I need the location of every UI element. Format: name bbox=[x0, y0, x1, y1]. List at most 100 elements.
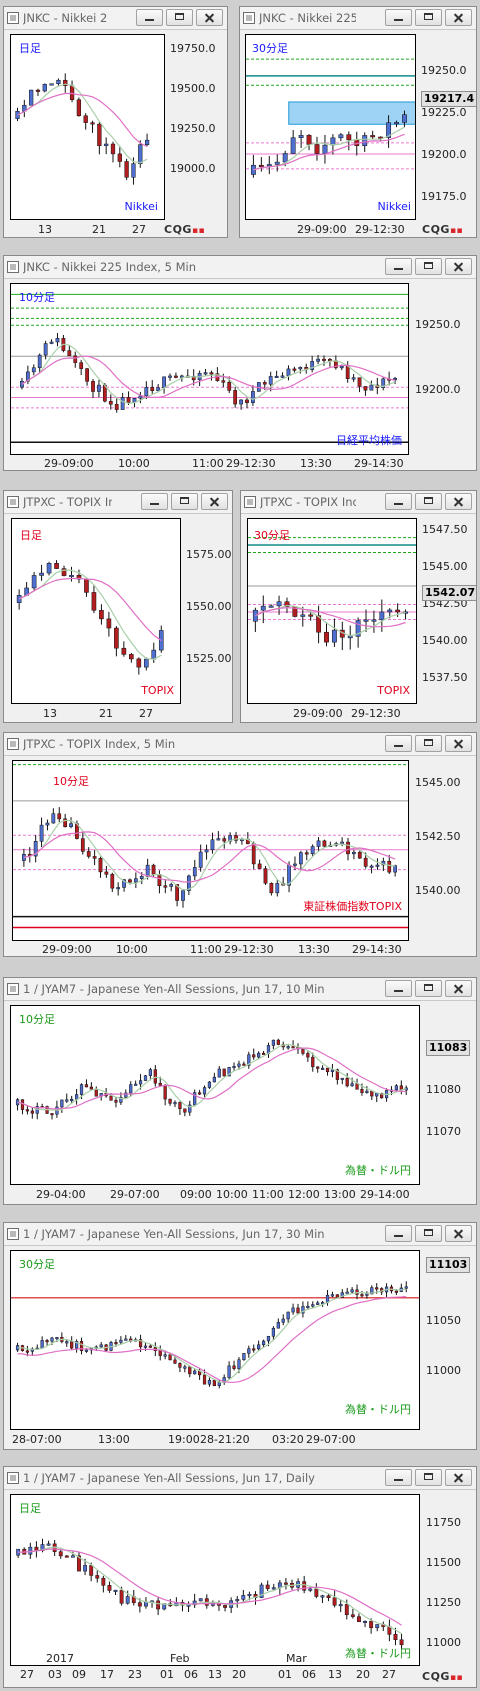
chart-plot[interactable]: 10分足 東証株価指数TOPIX bbox=[12, 760, 409, 941]
chart-plot[interactable]: 日足 TOPIX bbox=[11, 518, 181, 704]
time-tick: 27 bbox=[139, 707, 153, 720]
close-button[interactable] bbox=[445, 9, 472, 26]
price-tick: 1547.50 bbox=[422, 523, 468, 536]
window-topix-daily[interactable]: JTPXC - TOPIX In... 日足 TOPIX 1575.00 155… bbox=[3, 490, 233, 723]
price-axis[interactable]: 1545.00 1542.50 1540.00 bbox=[415, 760, 475, 941]
maximize-button[interactable] bbox=[415, 1469, 442, 1486]
time-axis[interactable]: 29-09:00 29-12:30 bbox=[245, 221, 416, 237]
title-bar[interactable]: JNKC - Nikkei 225 ... bbox=[240, 7, 476, 30]
price-axis[interactable]: 19750.0 19500.0 19250.0 19000.0 bbox=[170, 34, 227, 220]
minimize-button[interactable] bbox=[385, 1225, 412, 1242]
time-axis[interactable]: 13 21 27 bbox=[11, 705, 181, 721]
time-axis[interactable]: 29-04:00 29-07:00 09:00 10:00 11:00 12:0… bbox=[10, 1186, 420, 1202]
minimize-button[interactable] bbox=[385, 493, 412, 510]
candle-body bbox=[198, 1598, 203, 1602]
title-bar[interactable]: JNKC - Nikkei 2... bbox=[4, 7, 227, 30]
candle-body bbox=[375, 1624, 380, 1629]
title-bar[interactable]: 1 / JYAM7 - Japanese Yen-All Sessions, J… bbox=[4, 1467, 476, 1490]
price-axis[interactable]: 11050 11000 bbox=[426, 1250, 476, 1430]
maximize-button[interactable] bbox=[171, 493, 198, 510]
window-yen-10min[interactable]: 1 / JYAM7 - Japanese Yen-All Sessions, J… bbox=[3, 977, 477, 1205]
price-tick: 11500 bbox=[426, 1556, 461, 1569]
candle-body bbox=[193, 1092, 197, 1106]
time-axis[interactable]: 28-07:00 13:00 19:00 28-21:20 03:20 29-0… bbox=[10, 1431, 420, 1447]
time-axis[interactable]: 13 21 27 bbox=[10, 221, 165, 237]
minimize-button[interactable] bbox=[141, 493, 168, 510]
close-button[interactable] bbox=[445, 1469, 472, 1486]
candle-body bbox=[99, 610, 104, 620]
time-tick: 17 bbox=[100, 1668, 114, 1681]
maximize-button[interactable] bbox=[415, 258, 442, 275]
close-button[interactable] bbox=[445, 735, 472, 752]
title-bar[interactable]: JTPXC - TOPIX Index, 5 Min bbox=[4, 733, 476, 756]
maximize-button[interactable] bbox=[415, 1225, 442, 1242]
price-axis[interactable]: 1575.00 1550.00 1525.00 bbox=[186, 518, 232, 704]
candle-body bbox=[365, 1293, 369, 1296]
price-tick: 19500.0 bbox=[170, 82, 216, 95]
minimize-button[interactable] bbox=[385, 735, 412, 752]
time-axis[interactable]: 29-09:00 10:00 11:00 29-12:30 13:30 29-1… bbox=[12, 941, 409, 956]
time-tick: 29-14:30 bbox=[352, 943, 402, 956]
maximize-button[interactable] bbox=[166, 9, 193, 26]
title-bar[interactable]: 1 / JYAM7 - Japanese Yen-All Sessions, J… bbox=[4, 1223, 476, 1246]
title-bar[interactable]: JNKC - Nikkei 225 Index, 5 Min bbox=[4, 256, 476, 279]
time-tick: 11:00 bbox=[192, 457, 224, 470]
close-button[interactable] bbox=[445, 258, 472, 275]
window-yen-daily[interactable]: 1 / JYAM7 - Japanese Yen-All Sessions, J… bbox=[3, 1466, 477, 1688]
minimize-button[interactable] bbox=[385, 1469, 412, 1486]
close-button[interactable] bbox=[196, 9, 223, 26]
candle-body bbox=[113, 1589, 118, 1592]
price-axis[interactable]: 11750 11500 11250 11000 bbox=[426, 1494, 476, 1666]
price-axis[interactable]: 19250.0 19200.0 bbox=[415, 283, 475, 455]
candle-body bbox=[399, 1639, 404, 1646]
title-bar[interactable]: 1 / JYAM7 - Japanese Yen-All Sessions, J… bbox=[4, 978, 476, 1001]
chart-plot[interactable]: 30分足 TOPIX bbox=[247, 518, 417, 704]
time-axis[interactable]: 2017 27 03 09 17 23 Feb 01 06 13 20 Mar … bbox=[10, 1652, 420, 1682]
moving-average-slow bbox=[18, 577, 162, 642]
close-button[interactable] bbox=[445, 493, 472, 510]
time-tick: Feb bbox=[170, 1652, 190, 1665]
minimize-button[interactable] bbox=[385, 9, 412, 26]
time-axis[interactable]: 29-09:00 10:00 11:00 29-12:30 13:30 29-1… bbox=[10, 455, 409, 470]
minimize-button[interactable] bbox=[385, 980, 412, 997]
candle-body bbox=[402, 114, 407, 123]
close-button[interactable] bbox=[445, 980, 472, 997]
chart-plot[interactable]: 30分足 為替・ドル円 bbox=[10, 1250, 420, 1430]
chart-plot[interactable]: 日足 為替・ドル円 bbox=[10, 1494, 420, 1666]
window-nikkei-daily[interactable]: JNKC - Nikkei 2... 日足 Nikkei 19750.0 195… bbox=[3, 6, 228, 238]
window-yen-30min[interactable]: 1 / JYAM7 - Japanese Yen-All Sessions, J… bbox=[3, 1222, 477, 1450]
window-nikkei-30min[interactable]: JNKC - Nikkei 225 ... 30分足 Nikkei 19250.… bbox=[239, 6, 477, 238]
candle-body bbox=[258, 164, 264, 167]
moving-average-slow bbox=[17, 1047, 407, 1110]
maximize-button[interactable] bbox=[415, 9, 442, 26]
time-tick: 11:00 bbox=[190, 943, 222, 956]
time-axis[interactable]: 29-09:00 29-12:30 bbox=[247, 705, 417, 721]
minimize-button[interactable] bbox=[385, 258, 412, 275]
close-button[interactable] bbox=[445, 1225, 472, 1242]
chart-plot[interactable]: 日足 Nikkei bbox=[10, 34, 165, 220]
price-axis[interactable]: 11090 11080 11070 bbox=[426, 1005, 476, 1185]
candle-body bbox=[97, 384, 101, 392]
window-topix-5min[interactable]: JTPXC - TOPIX Index, 5 Min 10分足 東証株価指数TO… bbox=[3, 732, 477, 957]
candle-body bbox=[35, 89, 41, 92]
candle-body bbox=[193, 1370, 197, 1375]
maximize-button[interactable] bbox=[415, 735, 442, 752]
time-tick: 29-09:00 bbox=[44, 457, 94, 470]
title-bar[interactable]: JTPXC - TOPIX In... bbox=[4, 491, 232, 514]
title-bar[interactable]: JTPXC - TOPIX Ind... bbox=[241, 491, 476, 514]
time-tick: 27 bbox=[382, 1668, 396, 1681]
chart-plot[interactable]: 30分足 Nikkei bbox=[245, 34, 416, 220]
minimize-button[interactable] bbox=[136, 9, 163, 26]
close-button[interactable] bbox=[201, 493, 228, 510]
price-axis[interactable]: 19250.0 19225.0 19200.0 19175.0 bbox=[421, 34, 476, 220]
window-topix-30min[interactable]: JTPXC - TOPIX Ind... 30分足 TOPIX 1547.50 … bbox=[240, 490, 477, 723]
chart-plot[interactable]: 10分足 日経平均株価 bbox=[10, 283, 409, 455]
candle-body bbox=[139, 876, 144, 879]
window-nikkei-5min[interactable]: JNKC - Nikkei 225 Index, 5 Min 10分足 日経平均… bbox=[3, 255, 477, 471]
maximize-button[interactable] bbox=[415, 980, 442, 997]
candle-body bbox=[363, 386, 368, 391]
price-axis[interactable]: 1547.50 1545.00 1542.50 1540.00 1537.50 bbox=[422, 518, 476, 704]
chart-plot[interactable]: 10分足 為替・ドル円 bbox=[10, 1005, 420, 1185]
maximize-button[interactable] bbox=[415, 493, 442, 510]
candle-body bbox=[168, 375, 172, 378]
